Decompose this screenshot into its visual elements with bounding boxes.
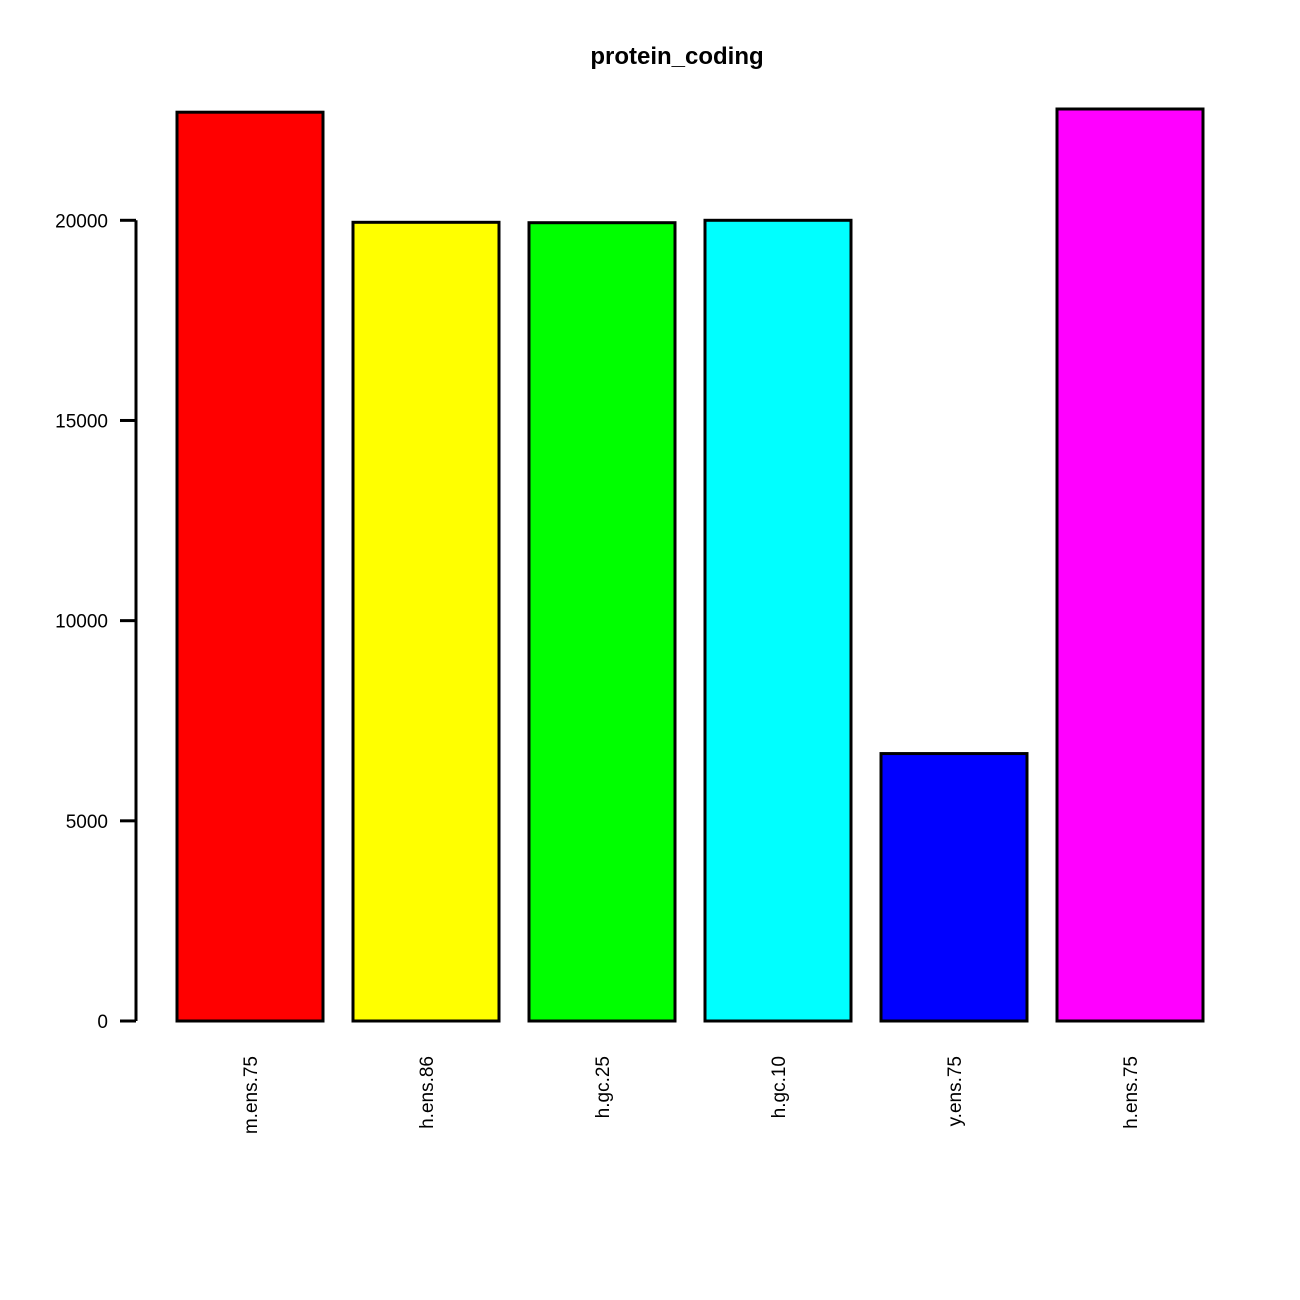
x-tick-label: h.gc.25 bbox=[593, 1056, 614, 1118]
x-tick-label: h.gc.10 bbox=[769, 1056, 790, 1118]
bar-h-gc-10 bbox=[703, 218, 853, 1023]
y-axis: 0 5000 10000 15000 20000 bbox=[55, 211, 138, 1033]
bar-m-ens-75 bbox=[175, 110, 325, 1023]
bars bbox=[175, 107, 1205, 1023]
x-tick-label: m.ens.75 bbox=[241, 1056, 262, 1134]
y-tick-label: 10000 bbox=[55, 612, 108, 633]
x-tick-label: y.ens.75 bbox=[945, 1056, 966, 1126]
y-tick-label: 15000 bbox=[55, 411, 108, 432]
bar-h-ens-75 bbox=[1055, 107, 1205, 1023]
x-tick-label: h.ens.86 bbox=[417, 1056, 438, 1129]
chart-title: protein_coding bbox=[590, 43, 763, 70]
y-tick-label: 5000 bbox=[66, 812, 108, 833]
x-axis-labels: m.ens.75 h.ens.86 h.gc.25 h.gc.10 y.ens.75 h.… bbox=[241, 1056, 1142, 1134]
y-tick-label: 20000 bbox=[55, 211, 108, 232]
bar-y-ens-75 bbox=[879, 752, 1029, 1023]
y-tick-label: 0 bbox=[97, 1012, 108, 1033]
x-tick-label: h.ens.75 bbox=[1121, 1056, 1142, 1129]
bar-h-gc-25 bbox=[527, 221, 677, 1023]
bar-h-ens-86 bbox=[351, 220, 501, 1023]
